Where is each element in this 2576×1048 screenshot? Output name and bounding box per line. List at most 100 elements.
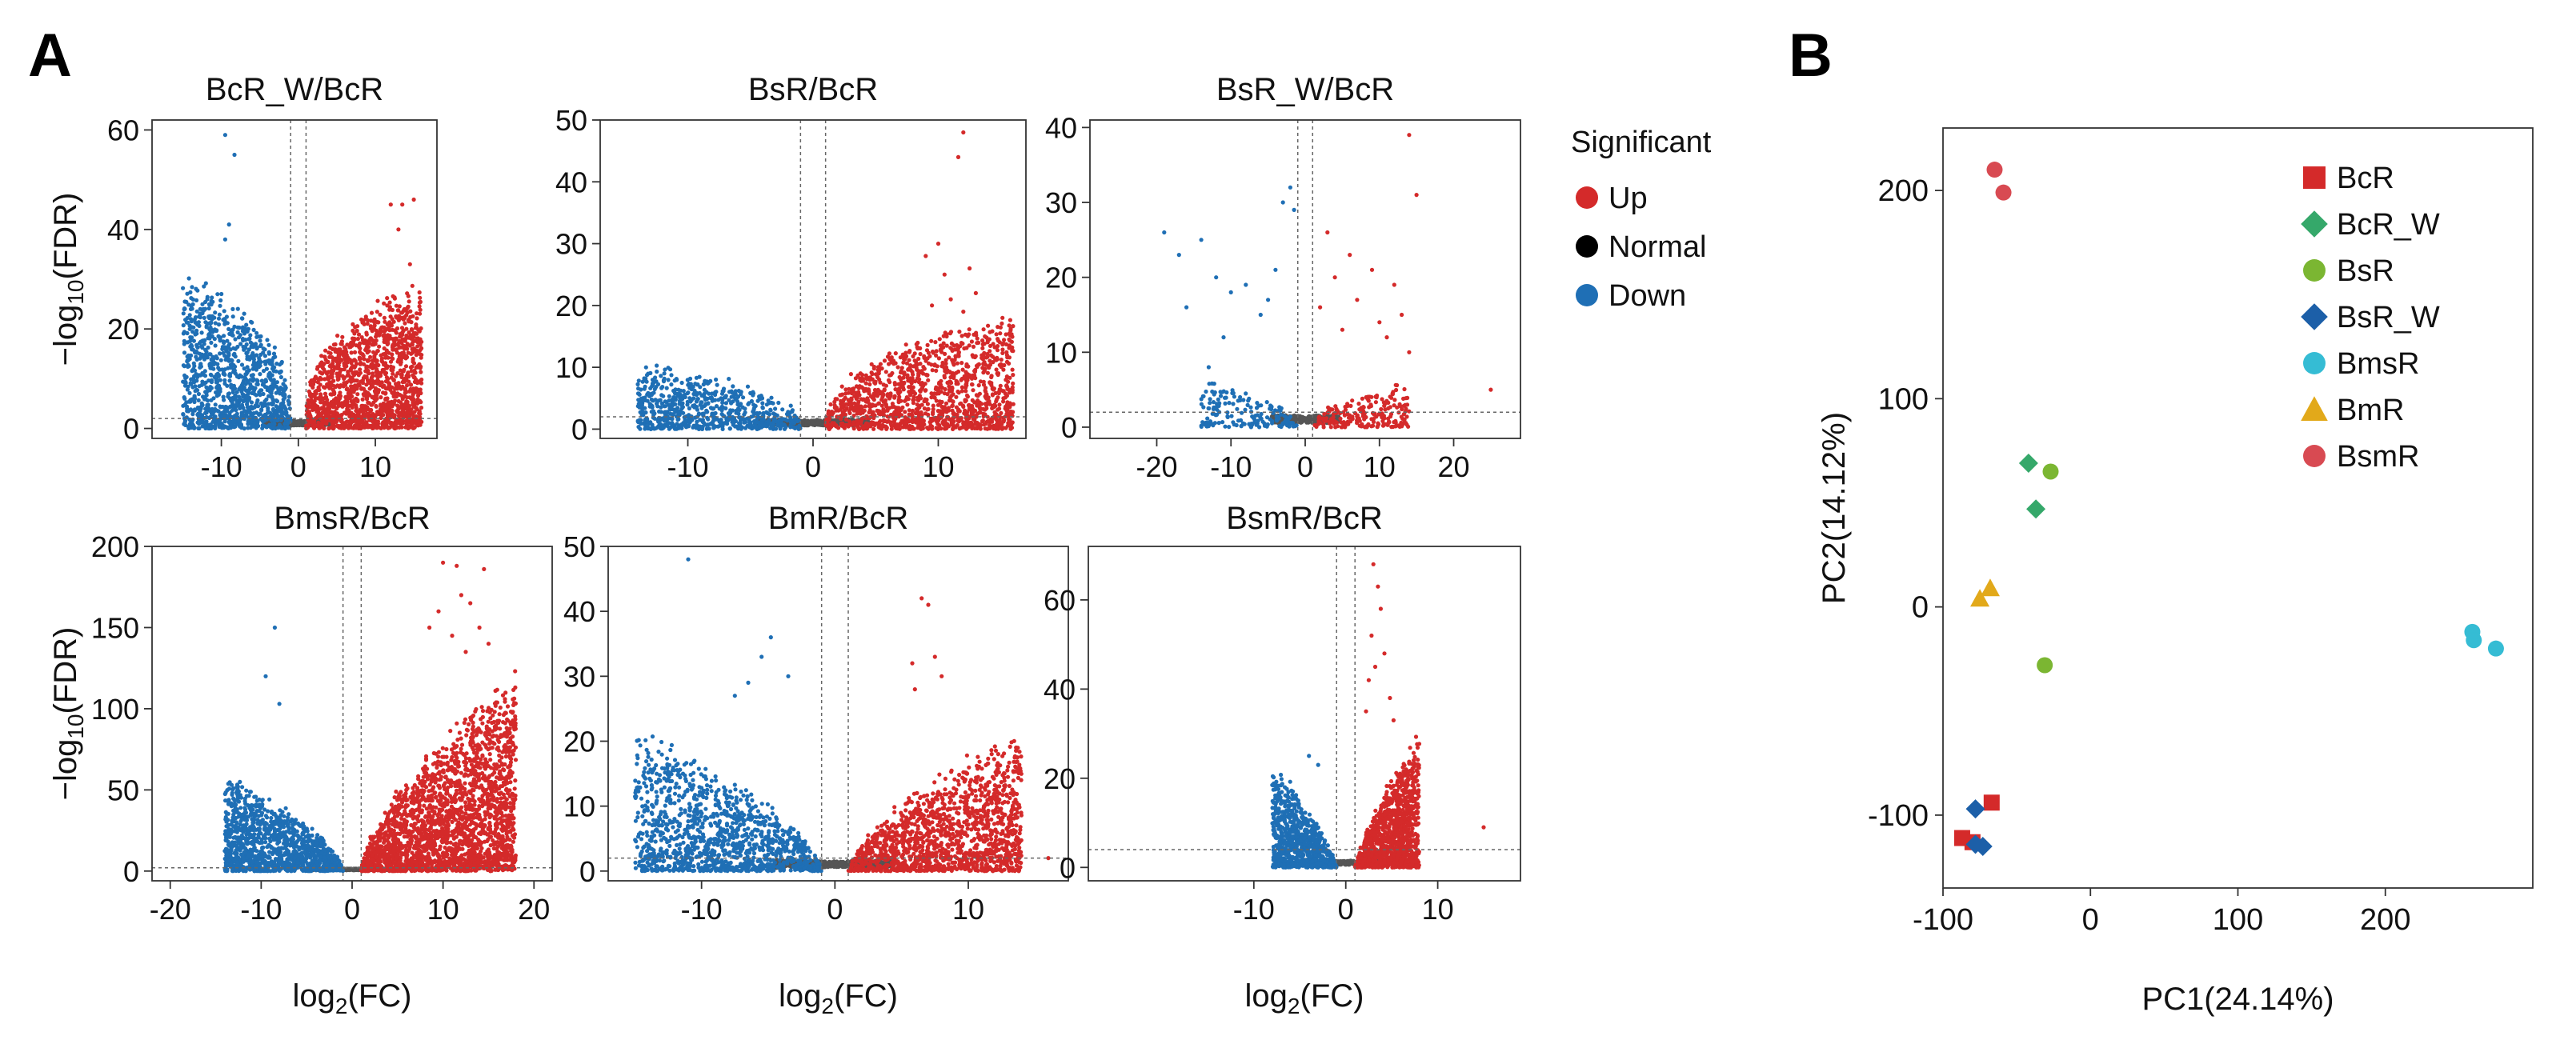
outlier-gene-point (407, 262, 412, 266)
down-gene-point (203, 426, 208, 431)
up-gene-point (928, 423, 933, 428)
down-gene-point (204, 325, 209, 330)
up-gene-point (948, 398, 953, 402)
down-gene-point (216, 373, 221, 378)
up-gene-point (327, 426, 331, 431)
up-gene-point (392, 386, 397, 391)
up-gene-point (950, 403, 955, 409)
up-gene-point (975, 336, 980, 341)
up-gene-point (350, 394, 355, 399)
down-gene-point (197, 426, 202, 431)
up-gene-point (849, 397, 854, 402)
down-gene-point (249, 400, 254, 405)
up-gene-point (383, 407, 387, 412)
up-gene-point (417, 304, 422, 309)
up-gene-point (899, 366, 904, 370)
up-gene-point (369, 362, 374, 367)
up-gene-point (863, 376, 869, 381)
up-gene-point (876, 401, 881, 406)
up-gene-point (388, 359, 394, 364)
up-gene-point (934, 368, 939, 373)
down-gene-point (240, 316, 245, 321)
up-gene-point (338, 394, 343, 398)
up-gene-point (947, 370, 952, 374)
up-gene-point (864, 399, 869, 404)
up-gene-point (936, 418, 941, 423)
down-gene-point (183, 381, 188, 386)
down-gene-point (218, 351, 222, 356)
up-gene-point (867, 378, 872, 382)
up-gene-point (382, 337, 387, 342)
up-gene-point (988, 426, 992, 431)
up-gene-point (390, 307, 395, 313)
up-gene-point (888, 373, 893, 378)
outlier-gene-point (226, 222, 231, 227)
down-gene-point (253, 386, 258, 390)
down-gene-point (203, 299, 208, 305)
up-gene-point (408, 386, 413, 392)
up-gene-point (363, 413, 367, 418)
up-gene-point (385, 341, 390, 346)
down-gene-point (225, 338, 230, 343)
up-gene-point (363, 374, 367, 379)
down-gene-point (267, 422, 272, 427)
up-gene-point (951, 411, 955, 416)
up-gene-point (903, 419, 908, 424)
up-gene-point (351, 402, 355, 407)
y-tick-label: 0 (123, 413, 139, 446)
up-gene-point (934, 426, 939, 430)
down-gene-point (182, 418, 188, 423)
up-gene-point (382, 383, 387, 388)
up-gene-point (842, 426, 847, 430)
up-gene-point (355, 362, 359, 366)
up-gene-point (329, 368, 334, 373)
up-gene-point (939, 426, 943, 431)
down-gene-point (204, 385, 209, 390)
legend-up-label: Up (1608, 182, 1648, 215)
down-gene-point (201, 372, 206, 377)
up-gene-point (400, 330, 405, 334)
up-gene-point (410, 342, 415, 347)
up-gene-point (881, 392, 886, 397)
down-gene-point (780, 407, 785, 412)
up-gene-point (998, 383, 1003, 388)
down-gene-point (214, 328, 219, 333)
normal-gene-point (816, 418, 821, 422)
up-gene-point (932, 418, 937, 422)
up-gene-point (391, 346, 395, 350)
up-gene-point (859, 409, 863, 414)
up-gene-point (851, 390, 855, 394)
down-gene-point (220, 367, 225, 372)
up-gene-point (351, 341, 355, 346)
down-gene-point (227, 374, 233, 378)
down-gene-point (209, 411, 214, 416)
up-gene-point (943, 421, 948, 426)
down-gene-point (222, 381, 227, 386)
up-gene-point (1011, 373, 1016, 378)
down-gene-point (233, 364, 238, 369)
up-gene-point (858, 371, 863, 376)
down-gene-point (287, 406, 292, 411)
down-gene-point (244, 372, 249, 377)
up-gene-point (893, 351, 898, 356)
up-gene-point (411, 331, 416, 336)
up-gene-point (352, 350, 358, 354)
up-gene-point (988, 343, 993, 348)
up-gene-point (862, 389, 867, 394)
down-gene-point (187, 390, 192, 395)
up-gene-point (347, 390, 351, 394)
down-gene-point (233, 354, 238, 359)
down-gene-point (213, 422, 218, 427)
up-gene-point (892, 395, 897, 400)
up-gene-point (941, 408, 946, 413)
down-gene-point (247, 336, 252, 341)
up-gene-point (1001, 426, 1006, 430)
up-gene-point (399, 326, 405, 330)
up-gene-point (368, 354, 373, 359)
up-gene-point (323, 348, 328, 353)
down-gene-point (266, 408, 270, 413)
up-gene-point (355, 328, 359, 334)
up-gene-point (387, 334, 392, 338)
up-gene-point (931, 403, 935, 408)
up-gene-point (323, 377, 327, 382)
